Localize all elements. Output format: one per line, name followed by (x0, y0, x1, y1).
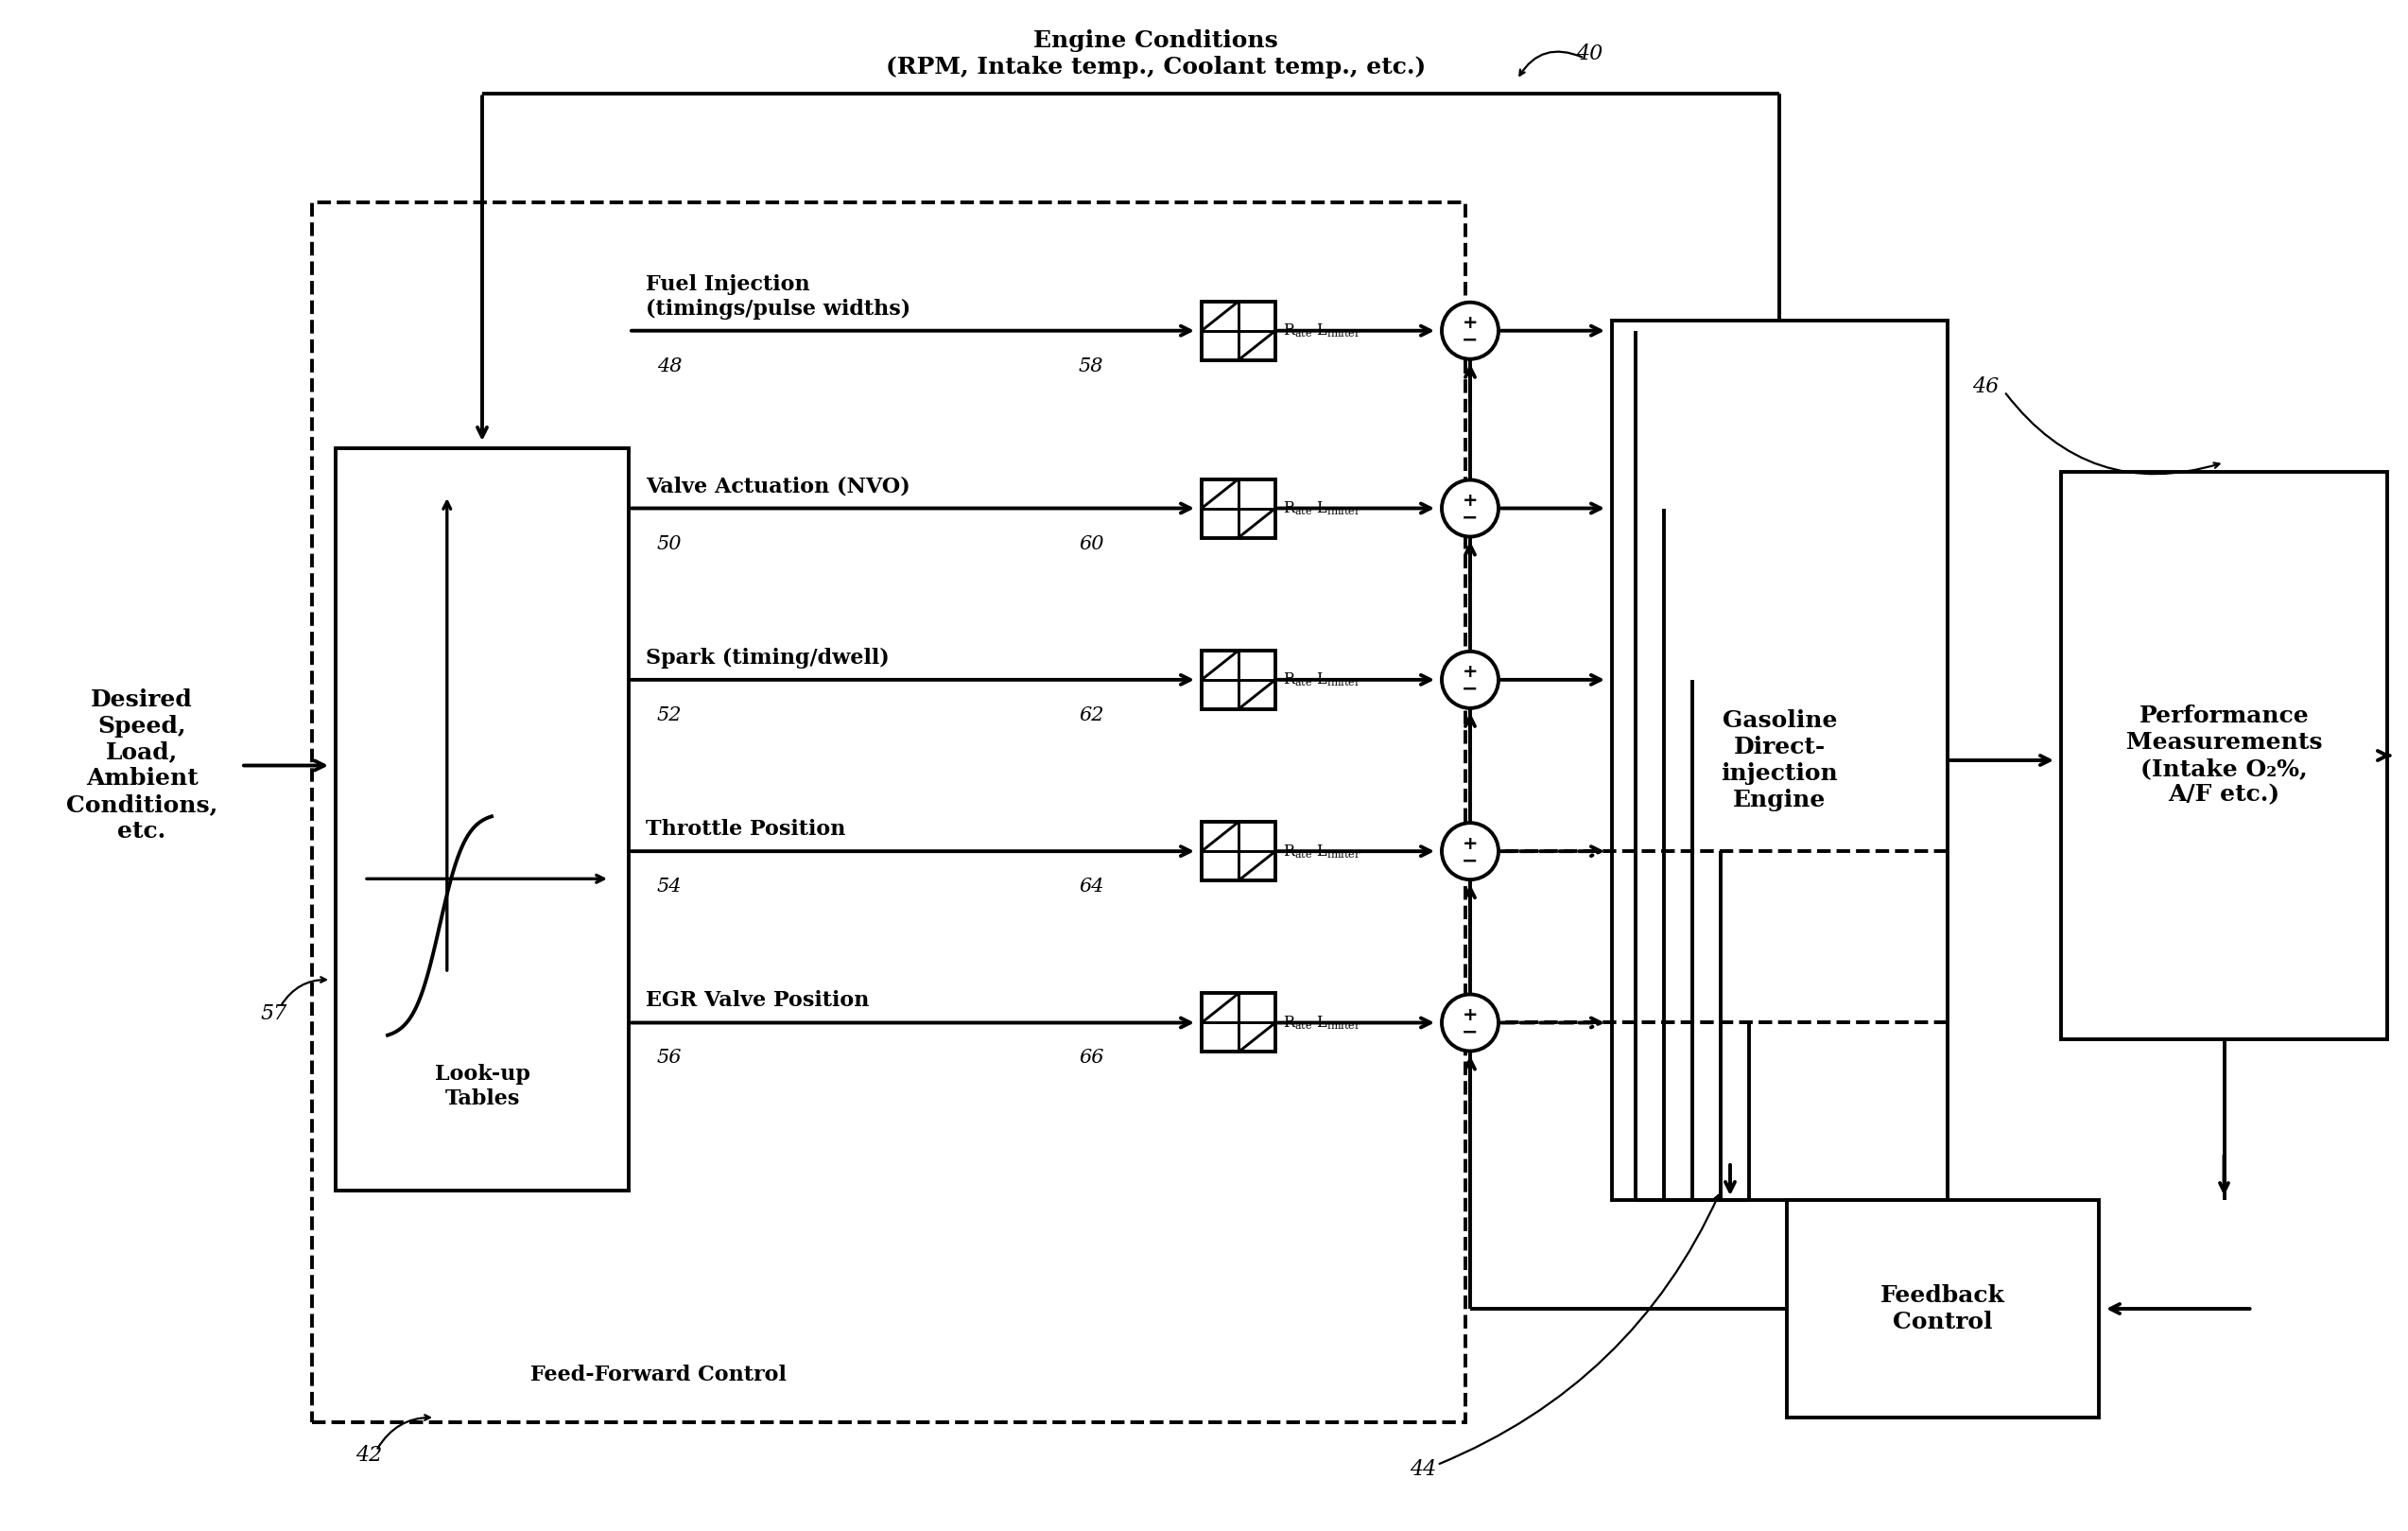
Text: 57: 57 (260, 1003, 287, 1024)
Bar (1202, 822, 1276, 880)
Circle shape (1442, 994, 1498, 1052)
Bar (1202, 302, 1276, 360)
Text: EGR Valve Position: EGR Valve Position (645, 991, 869, 1012)
Text: 58: 58 (1079, 357, 1103, 375)
Text: +: + (1462, 834, 1479, 853)
Bar (1202, 479, 1276, 537)
Text: Look-up
Tables: Look-up Tables (433, 1064, 530, 1108)
Text: 56: 56 (657, 1049, 681, 1067)
Bar (313, 202, 1466, 1422)
Bar (1787, 1200, 2100, 1418)
Bar (335, 449, 628, 1191)
Bar (1611, 320, 1948, 1200)
Text: −: − (1462, 851, 1479, 870)
Bar (1202, 994, 1276, 1052)
Text: Desired
Speed,
Load,
Ambient
Conditions,
etc.: Desired Speed, Load, Ambient Conditions,… (65, 689, 217, 842)
Text: 62: 62 (1079, 706, 1103, 724)
Text: Valve Actuation (NVO): Valve Actuation (NVO) (645, 476, 910, 498)
Text: 48: 48 (657, 357, 681, 375)
Text: +: + (1462, 314, 1479, 332)
Text: −: − (1462, 331, 1479, 349)
Text: 50: 50 (657, 534, 681, 553)
Text: Feed-Forward Control: Feed-Forward Control (530, 1364, 785, 1386)
Text: +: + (1462, 1006, 1479, 1024)
Text: 64: 64 (1079, 877, 1103, 896)
Text: 40: 40 (1575, 43, 1604, 64)
Text: Feedback
Control: Feedback Control (1881, 1285, 2006, 1334)
Circle shape (1442, 302, 1498, 360)
Text: Performance
Measurements
(Intake O₂%,
A/F etc.): Performance Measurements (Intake O₂%, A/… (2126, 704, 2321, 807)
Text: $\mathregular{R}_{\mathregular{ate}}\ \mathregular{L}_{\mathregular{imiter}}$: $\mathregular{R}_{\mathregular{ate}}\ \m… (1283, 499, 1361, 517)
Text: −: − (1462, 1023, 1479, 1041)
Text: $\mathregular{R}_{\mathregular{ate}}\ \mathregular{L}_{\mathregular{imiter}}$: $\mathregular{R}_{\mathregular{ate}}\ \m… (1283, 671, 1361, 689)
Text: 46: 46 (1972, 377, 1999, 397)
Text: Spark (timing/dwell): Spark (timing/dwell) (645, 648, 889, 669)
Text: $\mathregular{R}_{\mathregular{ate}}\ \mathregular{L}_{\mathregular{imiter}}$: $\mathregular{R}_{\mathregular{ate}}\ \m… (1283, 842, 1361, 860)
Circle shape (1442, 822, 1498, 880)
Bar (2061, 472, 2386, 1040)
Text: $\mathregular{R}_{\mathregular{ate}}\ \mathregular{L}_{\mathregular{imiter}}$: $\mathregular{R}_{\mathregular{ate}}\ \m… (1283, 1014, 1361, 1032)
Text: 42: 42 (356, 1445, 383, 1465)
Text: +: + (1462, 663, 1479, 681)
Circle shape (1442, 479, 1498, 537)
Text: −: − (1462, 508, 1479, 527)
Text: 60: 60 (1079, 534, 1103, 553)
Bar (1202, 651, 1276, 709)
Text: +: + (1462, 491, 1479, 510)
Text: $\mathregular{R}_{\mathregular{ate}}\ \mathregular{L}_{\mathregular{imiter}}$: $\mathregular{R}_{\mathregular{ate}}\ \m… (1283, 322, 1361, 340)
Circle shape (1442, 651, 1498, 709)
Text: Throttle Position: Throttle Position (645, 819, 845, 841)
Text: Fuel Injection
(timings/pulse widths): Fuel Injection (timings/pulse widths) (645, 274, 910, 320)
Text: 54: 54 (657, 877, 681, 896)
Text: 66: 66 (1079, 1049, 1103, 1067)
Text: 52: 52 (657, 706, 681, 724)
Text: 44: 44 (1409, 1459, 1435, 1480)
Text: Gasoline
Direct-
injection
Engine: Gasoline Direct- injection Engine (1722, 709, 1837, 811)
Text: −: − (1462, 680, 1479, 698)
Text: Engine Conditions
(RPM, Intake temp., Coolant temp., etc.): Engine Conditions (RPM, Intake temp., Co… (886, 29, 1426, 78)
